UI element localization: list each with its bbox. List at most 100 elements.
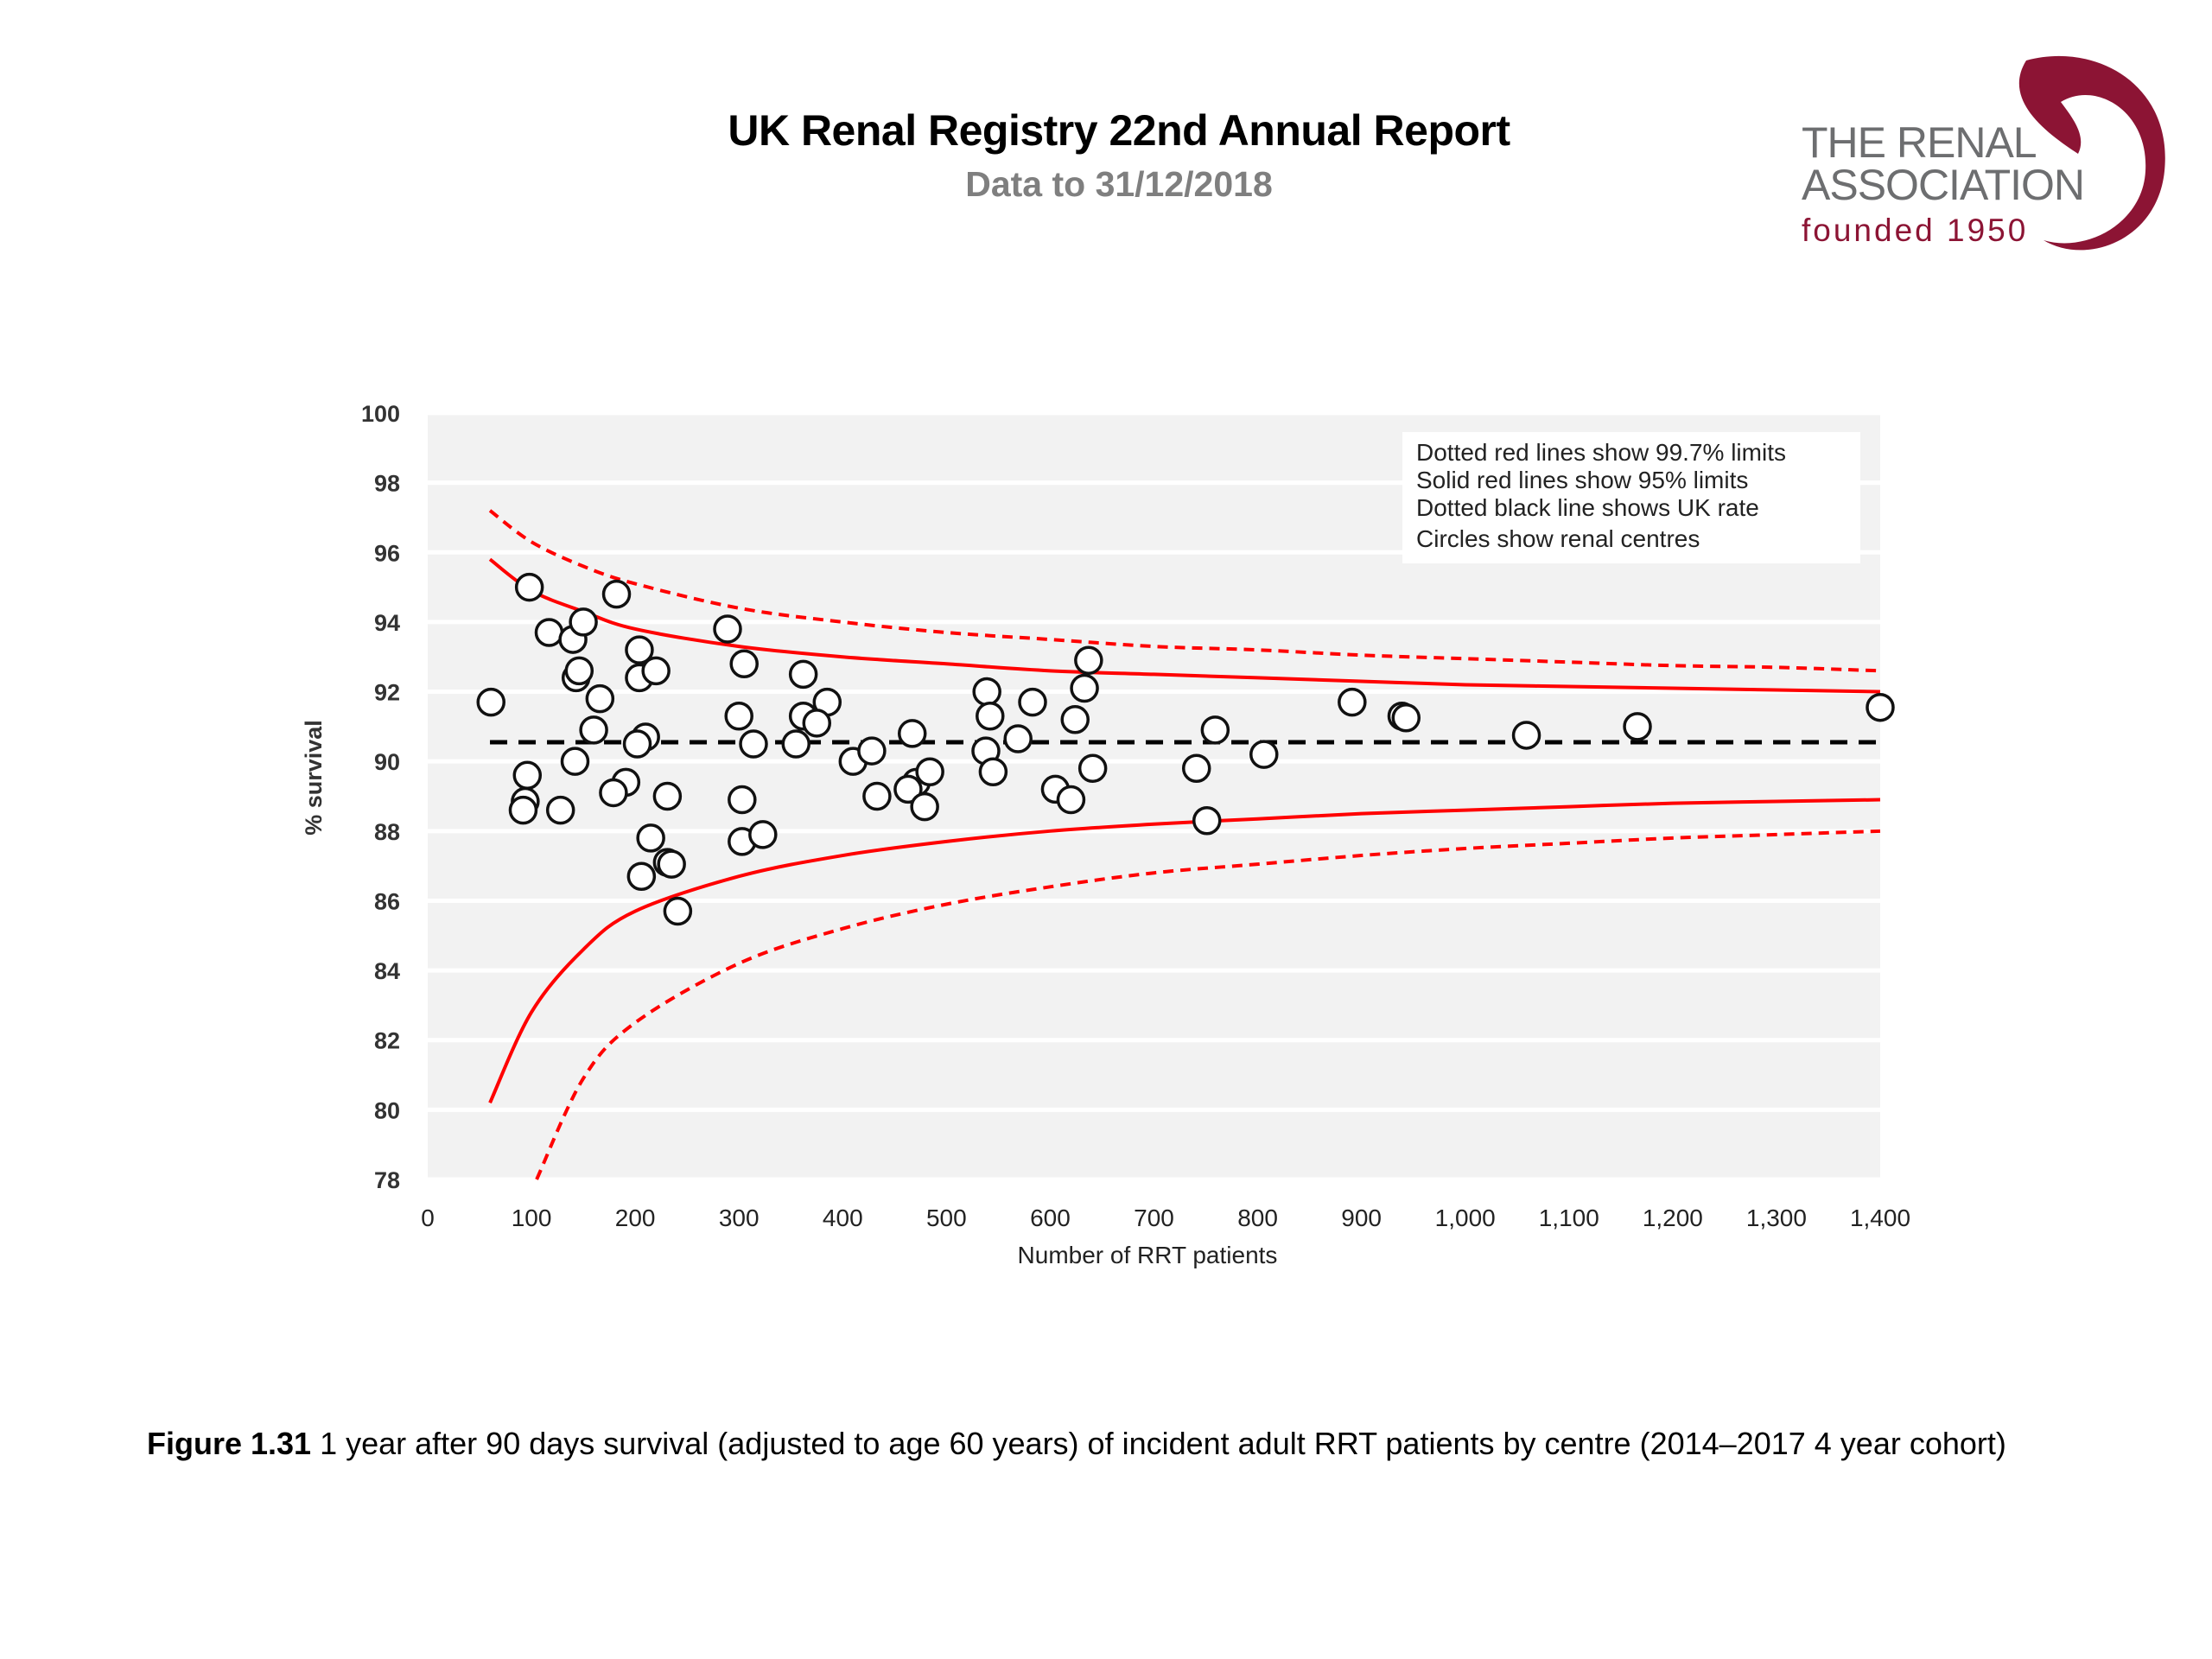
legend: Dotted red lines show 99.7% limits Solid…: [1402, 432, 1860, 563]
centre-point: [1192, 805, 1222, 836]
y-tick-label: 84: [374, 958, 400, 984]
x-tick-label: 100: [512, 1205, 552, 1231]
y-tick-label: 94: [374, 610, 400, 636]
centre-point: [560, 747, 590, 776]
logo-line-2: ASSOCIATION: [1802, 161, 2085, 209]
limit-95-upper-line: [488, 557, 1881, 694]
centre-point: [1056, 785, 1086, 815]
y-tick-label: 100: [361, 401, 400, 427]
centre-point: [625, 635, 654, 664]
renal-centre-points: [476, 572, 1895, 926]
y-tick-label: 78: [374, 1167, 400, 1193]
centre-point: [508, 795, 538, 825]
y-tick-label: 88: [374, 819, 400, 845]
renal-association-logo: THE RENAL ASSOCIATION founded 1950: [1793, 50, 2173, 266]
y-tick-label: 80: [374, 1097, 400, 1123]
centre-point: [781, 729, 811, 759]
x-tick-label: 700: [1134, 1205, 1174, 1231]
limit-99-7-upper-line: [488, 509, 1881, 673]
centre-point: [739, 729, 768, 759]
centre-point: [728, 785, 757, 815]
centre-point: [910, 791, 939, 822]
centre-point: [1181, 753, 1211, 783]
centre-point: [748, 820, 778, 849]
logo-line-1: THE RENAL: [1802, 118, 2037, 167]
centre-point: [622, 729, 652, 759]
legend-entry: Dotted red lines show 99.7% limits: [1416, 439, 1786, 466]
legend-entry: Solid red lines show 95% limits: [1416, 467, 1749, 493]
report-title: UK Renal Registry 22nd Annual Report: [728, 106, 1510, 155]
centre-point: [897, 719, 927, 748]
limit-95-lower-line: [488, 798, 1881, 1104]
x-tick-label: 0: [421, 1205, 435, 1231]
y-axis-label: % survival: [301, 720, 327, 836]
x-tick-label: 300: [719, 1205, 760, 1231]
centre-point: [652, 781, 683, 811]
centre-point: [729, 649, 759, 679]
centre-point: [893, 774, 923, 804]
y-tick-label: 90: [374, 749, 400, 775]
y-tick-label: 98: [374, 471, 400, 497]
centre-point: [976, 702, 1005, 731]
centre-point: [1338, 687, 1367, 717]
centre-point: [514, 572, 544, 602]
centre-point: [1070, 673, 1099, 703]
centre-point: [978, 757, 1008, 787]
x-axis-ticks: 0 100 200 300 400 500 600 700 800 900 1,000 1,100 1,…: [421, 1205, 1910, 1231]
centre-point: [1391, 703, 1421, 733]
x-tick-label: 900: [1341, 1205, 1382, 1231]
x-tick-label: 200: [615, 1205, 656, 1231]
x-tick-label: 1,200: [1643, 1205, 1703, 1231]
figure-caption-text: 1 year after 90 days survival (adjusted …: [311, 1426, 2006, 1461]
centre-point: [862, 781, 892, 811]
x-tick-label: 1,000: [1435, 1205, 1496, 1231]
x-axis-label: Number of RRT patients: [1018, 1242, 1278, 1268]
centre-point: [641, 656, 671, 686]
centre-point: [972, 677, 1001, 707]
centre-point: [1249, 740, 1279, 769]
centre-point: [1200, 715, 1230, 745]
x-tick-label: 1,300: [1746, 1205, 1807, 1231]
centre-point: [1003, 724, 1033, 753]
centre-point: [579, 715, 608, 745]
centre-point: [802, 709, 832, 738]
x-tick-label: 1,100: [1539, 1205, 1599, 1231]
x-tick-label: 1,400: [1850, 1205, 1910, 1231]
centre-point: [626, 861, 657, 891]
y-tick-label: 92: [374, 680, 400, 706]
centre-point: [636, 823, 665, 853]
centre-point: [585, 683, 615, 714]
centre-point: [601, 579, 632, 609]
centre-point: [476, 687, 505, 717]
figure-label: Figure 1.31: [147, 1426, 312, 1461]
x-tick-label: 800: [1237, 1205, 1278, 1231]
limit-99-7-lower-line: [535, 829, 1881, 1180]
centre-point: [724, 702, 753, 731]
centre-point: [1077, 753, 1108, 783]
centre-point: [569, 607, 598, 637]
centre-point: [564, 656, 594, 686]
legend-entry: Dotted black line shows UK rate: [1416, 494, 1759, 521]
y-tick-label: 86: [374, 888, 400, 914]
centre-point: [1623, 712, 1652, 741]
y-tick-label: 82: [374, 1028, 400, 1054]
centre-point: [1074, 645, 1103, 676]
centre-point: [1018, 687, 1047, 717]
centre-point: [1511, 721, 1541, 750]
y-tick-label: 96: [374, 540, 400, 566]
centre-point: [857, 736, 887, 766]
x-tick-label: 500: [926, 1205, 967, 1231]
centre-point: [512, 760, 543, 791]
centre-point: [788, 659, 818, 690]
centre-point: [1060, 705, 1090, 734]
y-axis-ticks: 78 80 82 84 86 88 90 92 94 96 98 100: [361, 401, 400, 1193]
centre-point: [657, 849, 686, 879]
report-subtitle: Data to 31/12/2018: [965, 164, 1273, 204]
figure-caption: Figure 1.31 1 year after 90 days surviva…: [147, 1426, 2006, 1462]
centre-point: [534, 618, 564, 647]
legend-entry: Circles show renal centres: [1416, 525, 1700, 552]
centre-point: [713, 614, 742, 644]
x-tick-label: 600: [1030, 1205, 1071, 1231]
centre-point: [663, 896, 693, 926]
